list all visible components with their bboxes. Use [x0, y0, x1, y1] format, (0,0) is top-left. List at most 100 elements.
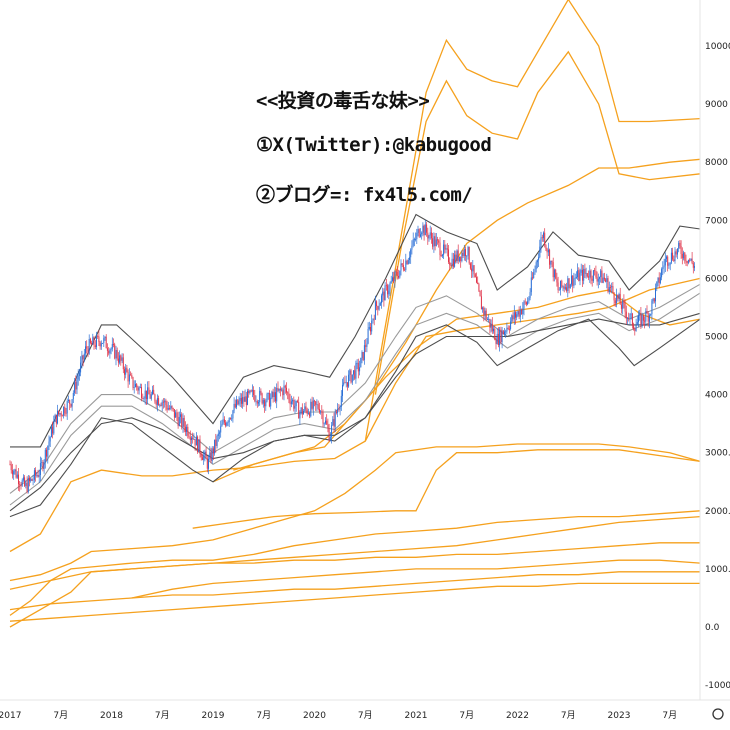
candle-body	[493, 328, 494, 332]
candle-body	[133, 387, 135, 388]
candle-body	[284, 385, 286, 388]
candle-body	[529, 292, 531, 298]
candle-body	[225, 422, 227, 426]
candle-body	[88, 339, 90, 354]
candle-body	[92, 337, 94, 345]
candle-body	[367, 329, 369, 344]
candle-body	[49, 437, 51, 442]
candle-body	[30, 479, 32, 482]
candle-body	[360, 357, 362, 368]
candle-body	[572, 275, 574, 286]
candle-body	[639, 313, 641, 316]
candle-body	[494, 328, 496, 341]
candle-body	[41, 462, 43, 463]
candle-body	[416, 232, 418, 240]
candle-body	[443, 244, 445, 255]
candle-body	[365, 345, 367, 347]
candle-body	[318, 408, 320, 413]
candle-body	[232, 410, 234, 419]
orange-series-line	[9, 510, 701, 616]
candle-body	[46, 449, 47, 457]
candle-body	[18, 474, 19, 485]
candle-body	[94, 345, 96, 347]
candle-body	[268, 393, 270, 407]
candle-body	[557, 282, 559, 291]
candle-body	[678, 242, 680, 249]
annotation-twitter: ①X(Twitter):@kabugood	[256, 134, 492, 156]
candle-body	[74, 381, 76, 393]
candle-body	[644, 320, 646, 322]
candle-body	[525, 302, 527, 305]
settings-icon[interactable]	[712, 708, 724, 720]
candle-body	[169, 408, 171, 409]
candle-body	[691, 258, 693, 264]
x-tick-label: 7月	[662, 710, 677, 721]
candle-body	[467, 246, 469, 256]
candle-body	[561, 280, 563, 287]
candle-body	[65, 413, 67, 415]
candle-body	[667, 256, 669, 266]
candle-body	[278, 388, 280, 391]
gray-band-line	[9, 292, 701, 506]
candle-body	[182, 418, 184, 427]
candle-body	[353, 370, 354, 375]
x-tick-label: 2022	[506, 711, 529, 721]
candle-body	[237, 399, 239, 405]
orange-series-line	[9, 277, 701, 553]
candle-body	[631, 313, 633, 326]
candle-body	[48, 441, 50, 446]
candle-body	[546, 248, 548, 253]
candle-body	[415, 239, 417, 240]
candle-body	[410, 249, 412, 258]
candle-body	[286, 387, 287, 393]
candle-body	[276, 387, 278, 402]
candle-body	[301, 407, 303, 415]
candle-body	[22, 477, 24, 481]
candle-body	[339, 407, 341, 410]
candle-body	[26, 482, 28, 492]
candle-body	[99, 342, 101, 347]
candle-body	[532, 277, 533, 279]
candle-body	[619, 294, 621, 305]
gray-bands-layer	[9, 213, 701, 518]
candle-body	[624, 303, 626, 312]
candle-body	[265, 401, 267, 407]
candle-body	[361, 352, 363, 358]
candle-body	[577, 270, 579, 278]
candle-body	[187, 426, 189, 436]
y-tick-label: -1000.0	[705, 681, 730, 691]
x-tick-label: 2019	[202, 711, 225, 721]
candle-body	[277, 387, 279, 391]
candle-body	[574, 277, 576, 279]
candle-body	[462, 252, 464, 256]
candle-body	[515, 312, 516, 318]
gear-icon[interactable]	[712, 708, 724, 720]
candle-body	[499, 329, 501, 346]
candle-body	[131, 375, 133, 378]
candle-body	[471, 268, 473, 272]
time-axis[interactable]: 2017 7月 2018 7月 2019 7月 2020 7月 2021 7月 2022 7月 2023…	[0, 710, 677, 721]
candle-body	[288, 393, 290, 400]
candle-body	[33, 470, 35, 480]
candle-body	[653, 298, 655, 302]
candle-body	[204, 451, 206, 456]
candle-body	[404, 269, 406, 271]
candle-body	[9, 464, 11, 466]
candle-body	[333, 419, 335, 427]
candle-body	[582, 269, 583, 281]
candle-body	[186, 426, 188, 432]
candle-body	[111, 344, 113, 349]
candle-body	[469, 263, 471, 269]
candle-body	[597, 278, 599, 282]
candle-body	[210, 452, 212, 462]
candle-body	[646, 311, 648, 314]
candle-body	[125, 367, 127, 375]
candle-body	[519, 309, 521, 317]
candle-body	[156, 398, 158, 405]
candle-body	[195, 436, 197, 446]
candle-body	[338, 409, 340, 410]
candle-body	[163, 401, 164, 403]
